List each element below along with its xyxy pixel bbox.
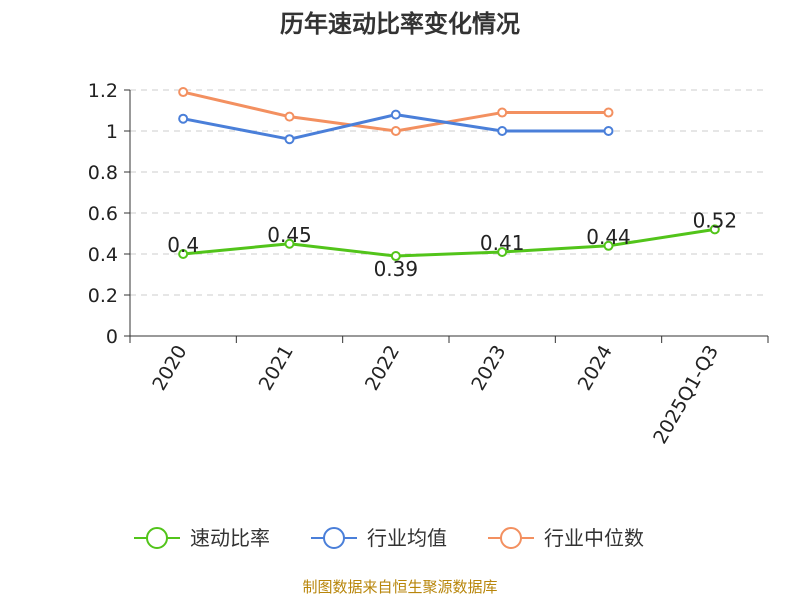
data-point[interactable] — [497, 246, 508, 257]
y-tick-label: 0 — [106, 326, 118, 348]
data-point[interactable] — [284, 134, 295, 145]
y-tick-label: 0.6 — [88, 203, 118, 225]
x-tick-label: 2025Q1-Q3 — [649, 342, 723, 448]
data-point[interactable] — [390, 126, 401, 136]
x-tick-label: 2022 — [361, 342, 404, 395]
legend-item-1[interactable]: 行业均值 — [311, 526, 447, 550]
data-point[interactable] — [603, 107, 614, 118]
legend-marker — [500, 527, 522, 549]
data-point[interactable] — [390, 251, 401, 262]
legend-label: 行业中位数 — [544, 526, 644, 550]
data-point[interactable] — [603, 240, 614, 251]
data-point[interactable] — [178, 87, 189, 98]
data-point[interactable] — [497, 126, 508, 136]
legend-item-0[interactable]: 速动比率 — [134, 526, 270, 550]
data-point[interactable] — [603, 126, 614, 136]
data-label: 0.41 — [480, 231, 525, 255]
x-tick-label: 2024 — [574, 342, 617, 395]
data-label: 0.44 — [586, 225, 631, 249]
y-tick-label: 0.8 — [88, 162, 118, 184]
legend-item-2[interactable]: 行业中位数 — [488, 526, 644, 550]
data-point[interactable] — [709, 224, 720, 235]
legend-label: 行业均值 — [367, 526, 447, 550]
data-label: 0.52 — [693, 208, 738, 232]
y-tick-label: 1.2 — [88, 80, 118, 102]
legend-label: 速动比率 — [190, 526, 270, 550]
series-layer: 0.4 0.45 0.39 0.41 0.44 0.52 — [167, 87, 738, 281]
source-note: 制图数据来自恒生聚源数据库 — [302, 578, 497, 596]
data-label: 0.45 — [267, 223, 312, 247]
x-tick-label: 2023 — [467, 341, 510, 394]
legend-marker — [323, 527, 345, 549]
y-tick-label: 0.4 — [88, 244, 118, 266]
legend-marker — [146, 527, 168, 549]
data-point[interactable] — [284, 238, 295, 249]
data-point[interactable] — [497, 107, 508, 118]
data-label: 0.4 — [167, 233, 199, 257]
data-point[interactable] — [390, 109, 401, 120]
x-tick-label: 2021 — [255, 342, 298, 395]
x-tick-label: 2020 — [148, 342, 191, 395]
chart-title: 历年速动比率变化情况 — [280, 10, 520, 38]
data-point[interactable] — [178, 113, 189, 124]
data-label: 0.39 — [374, 257, 419, 281]
legend[interactable]: 速动比率 行业均值 行业中位数 — [134, 526, 644, 550]
y-tick-label: 1 — [106, 121, 118, 143]
axes: 0 0.2 0.4 0.6 0.8 1 1.2 2020 2021 2022 2023 2024 202… — [88, 80, 769, 448]
y-tick-label: 0.2 — [88, 285, 118, 307]
data-point[interactable] — [284, 111, 295, 122]
data-point[interactable] — [178, 249, 189, 259]
series-line-0 — [183, 227, 716, 258]
